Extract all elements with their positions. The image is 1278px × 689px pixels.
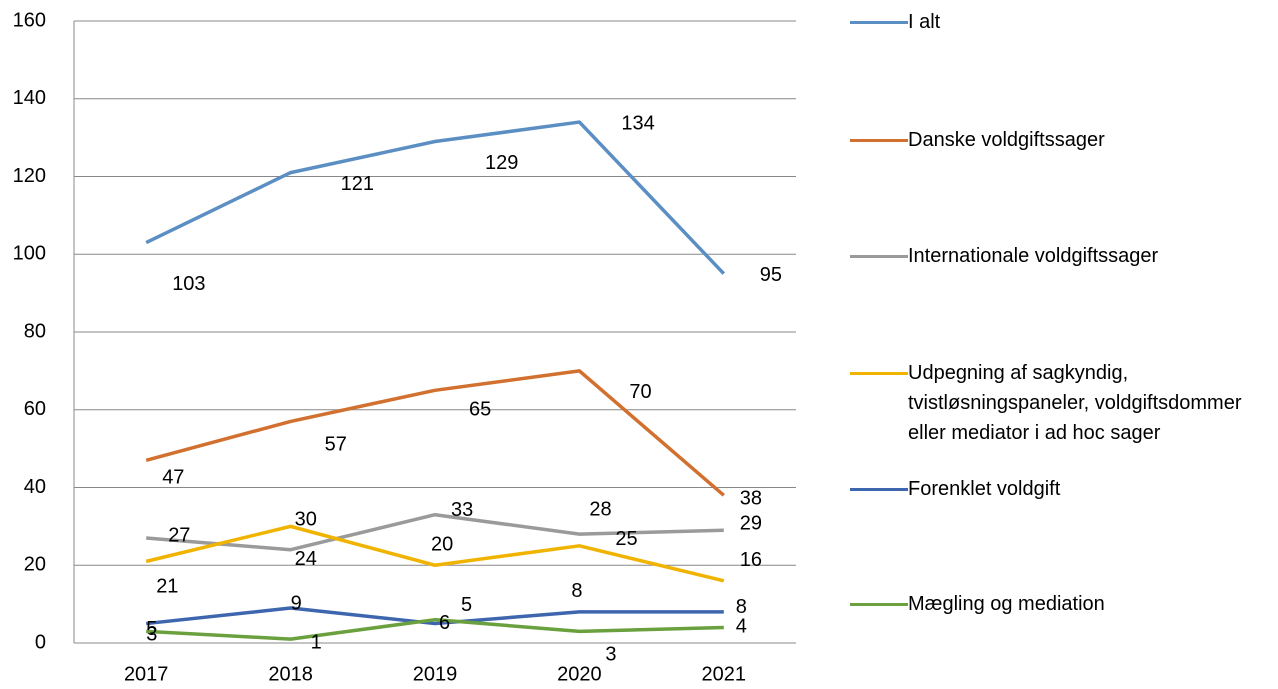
x-tick-label: 2018 <box>268 663 313 685</box>
series-line <box>145 369 725 497</box>
y-tick-label: 160 <box>13 9 46 31</box>
y-tick-label: 40 <box>24 476 46 498</box>
data-label: 9 <box>291 592 302 614</box>
legend-swatch <box>850 255 908 258</box>
series-line <box>146 617 724 641</box>
y-tick-label: 140 <box>13 87 46 109</box>
legend-label: I alt <box>908 11 941 33</box>
data-label: 134 <box>621 112 654 134</box>
data-label: 103 <box>172 273 205 295</box>
legend-label: Forenklet voldgift <box>908 478 1061 500</box>
legend-item: Forenklet voldgift <box>850 474 1268 504</box>
x-tick-label: 2019 <box>413 663 458 685</box>
data-label: 8 <box>571 580 582 602</box>
legend-label: Danske voldgiftssager <box>908 129 1105 151</box>
data-label: 25 <box>615 528 637 550</box>
data-label: 129 <box>485 152 518 174</box>
data-label: 95 <box>760 264 782 286</box>
data-label: 16 <box>740 549 762 571</box>
y-tick-label: 120 <box>13 165 46 187</box>
legend-item: Danske voldgiftssager <box>850 125 1268 155</box>
data-label: 5 <box>461 594 472 616</box>
data-label: 28 <box>589 498 611 520</box>
data-label: 5 <box>146 618 157 640</box>
series-line <box>145 524 725 583</box>
legend-label: Mægling og mediation <box>908 593 1105 615</box>
legend-swatch <box>850 488 908 491</box>
data-label: 20 <box>431 534 453 556</box>
data-label: 70 <box>629 381 651 403</box>
x-tick-label: 2021 <box>702 663 747 685</box>
legend-item: Mægling og mediation <box>850 589 1268 619</box>
legend-label: Udpegning af sagkyndig, tvistløsningspan… <box>908 362 1242 444</box>
data-label: 30 <box>295 509 317 531</box>
legend-swatch <box>850 139 908 142</box>
data-label: 3 <box>605 644 616 666</box>
data-label: 1 <box>311 631 322 653</box>
legend-item: I alt <box>850 7 1268 37</box>
data-label: 3 <box>146 624 157 646</box>
data-label: 33 <box>451 499 473 521</box>
x-tick-label: 2017 <box>124 663 169 685</box>
data-label: 8 <box>736 596 747 618</box>
legend-swatch <box>850 603 908 606</box>
legend-swatch <box>850 21 908 24</box>
data-label: 65 <box>469 399 491 421</box>
y-tick-label: 0 <box>35 631 46 653</box>
data-label: 4 <box>736 616 747 638</box>
data-label: 27 <box>168 524 190 546</box>
y-tick-label: 100 <box>13 243 46 265</box>
x-tick-label: 2020 <box>557 663 602 685</box>
data-label: 21 <box>156 576 178 598</box>
y-tick-label: 80 <box>24 320 46 342</box>
data-label: 24 <box>295 548 317 570</box>
data-label: 47 <box>162 467 184 489</box>
legend-label: Internationale voldgiftssager <box>908 245 1159 267</box>
data-label: 121 <box>341 173 374 195</box>
series-line <box>146 606 724 626</box>
series-line <box>146 512 724 552</box>
data-label: 29 <box>740 513 762 535</box>
series-line <box>145 120 726 275</box>
legend-item: Internationale voldgiftssager <box>850 241 1268 271</box>
legend-item: Udpegning af sagkyndig, tvistløsningspan… <box>850 358 1268 448</box>
data-label: 57 <box>325 434 347 456</box>
data-label: 38 <box>740 488 762 510</box>
legend-swatch <box>850 372 908 375</box>
y-tick-label: 60 <box>24 398 46 420</box>
y-tick-label: 20 <box>24 554 46 576</box>
data-label: 6 <box>439 612 450 634</box>
